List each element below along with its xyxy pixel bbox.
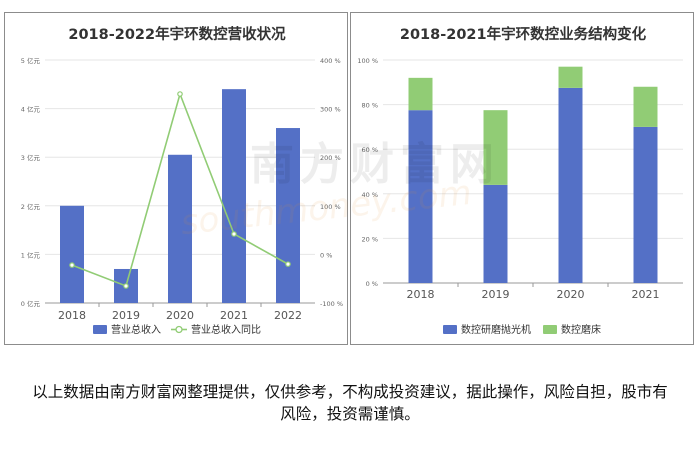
disclaimer-text: 以上数据由南方财富网整理提供，仅供参考，不构成投资建议，据此操作，风险自担，股市… <box>32 383 668 423</box>
chart-title: 2018-2022年宇环数控营收状况 <box>68 25 286 43</box>
yoy-growth-point <box>231 231 237 237</box>
yoy-growth-point <box>285 261 291 267</box>
grinding-machine-bar <box>483 110 508 185</box>
yoy-growth-point <box>177 91 183 97</box>
y-left-tick-label: 2 亿元 <box>21 202 41 211</box>
legend-label-yoy: 营业总收入同比 <box>191 323 261 336</box>
x-tick-label: 2021 <box>220 309 248 322</box>
y-left-tick-label: 1 亿元 <box>21 250 41 259</box>
polishing-machine-bar <box>408 110 433 283</box>
y-tick-label: 60 % <box>361 146 378 154</box>
y-right-tick-label: 300 % <box>320 106 341 114</box>
x-tick-label: 2019 <box>482 288 510 301</box>
x-tick-label: 2021 <box>632 288 660 301</box>
y-right-tick-label: 200 % <box>320 154 341 162</box>
legend-swatch-grinding <box>543 325 557 334</box>
grinding-machine-bar <box>408 77 433 111</box>
legend-label-grinding: 数控磨床 <box>561 323 601 336</box>
revenue-bar <box>60 205 84 303</box>
yoy-growth-point <box>123 283 129 289</box>
polishing-machine-bar <box>558 87 583 283</box>
legend-swatch-polishing <box>443 325 457 334</box>
business-structure-chart: 2018-2021年宇环数控业务结构变化 0 % 20 % 40 % 60 % 80 % 1… <box>357 25 683 336</box>
business-structure-chart-panel: 2018-2021年宇环数控业务结构变化 0 % 20 % 40 % 60 % 80 % 1… <box>350 12 694 345</box>
x-tick-label: 2020 <box>557 288 585 301</box>
y-right-tick-label: -100 % <box>320 300 343 308</box>
y-left-tick-label: 5 亿元 <box>21 56 41 65</box>
legend-swatch-revenue <box>93 325 107 334</box>
legend-label-revenue: 营业总收入 <box>111 323 161 336</box>
y-tick-label: 0 % <box>366 280 378 288</box>
chart-title: 2018-2021年宇环数控业务结构变化 <box>400 25 647 43</box>
x-tick-label: 2020 <box>166 309 194 322</box>
revenue-chart-panel: 2018-2022年宇环数控营收状况 0 亿元 1 亿元 2 亿元 3 亿元 4 亿元 5 … <box>4 12 348 345</box>
y-right-tick-label: 100 % <box>320 203 341 211</box>
y-left-tick-label: 0 亿元 <box>21 299 41 308</box>
y-right-tick-label: 0 % <box>320 251 332 259</box>
y-tick-label: 20 % <box>361 235 378 243</box>
y-left-tick-label: 3 亿元 <box>21 153 41 162</box>
yoy-growth-point <box>69 262 75 268</box>
y-right-tick-label: 400 % <box>320 57 341 65</box>
y-left-tick-label: 4 亿元 <box>21 105 41 114</box>
grinding-machine-bar <box>633 86 658 127</box>
y-tick-label: 40 % <box>361 191 378 199</box>
polishing-machine-bar <box>633 126 658 284</box>
x-tick-label: 2019 <box>112 309 140 322</box>
x-tick-label: 2018 <box>58 309 86 322</box>
revenue-bar <box>222 89 246 303</box>
x-tick-label: 2022 <box>274 309 302 322</box>
x-tick-label: 2018 <box>407 288 435 301</box>
polishing-machine-bar <box>483 184 508 283</box>
grinding-machine-bar <box>558 66 583 88</box>
revenue-bar <box>276 128 300 303</box>
legend-marker-yoy <box>175 325 183 334</box>
y-tick-label: 80 % <box>361 102 378 110</box>
legend-label-polishing: 数控研磨抛光机 <box>461 323 531 336</box>
revenue-chart: 2018-2022年宇环数控营收状况 0 亿元 1 亿元 2 亿元 3 亿元 4 亿元 5 … <box>21 25 343 336</box>
revenue-bar <box>168 154 192 303</box>
y-tick-label: 100 % <box>357 57 378 65</box>
